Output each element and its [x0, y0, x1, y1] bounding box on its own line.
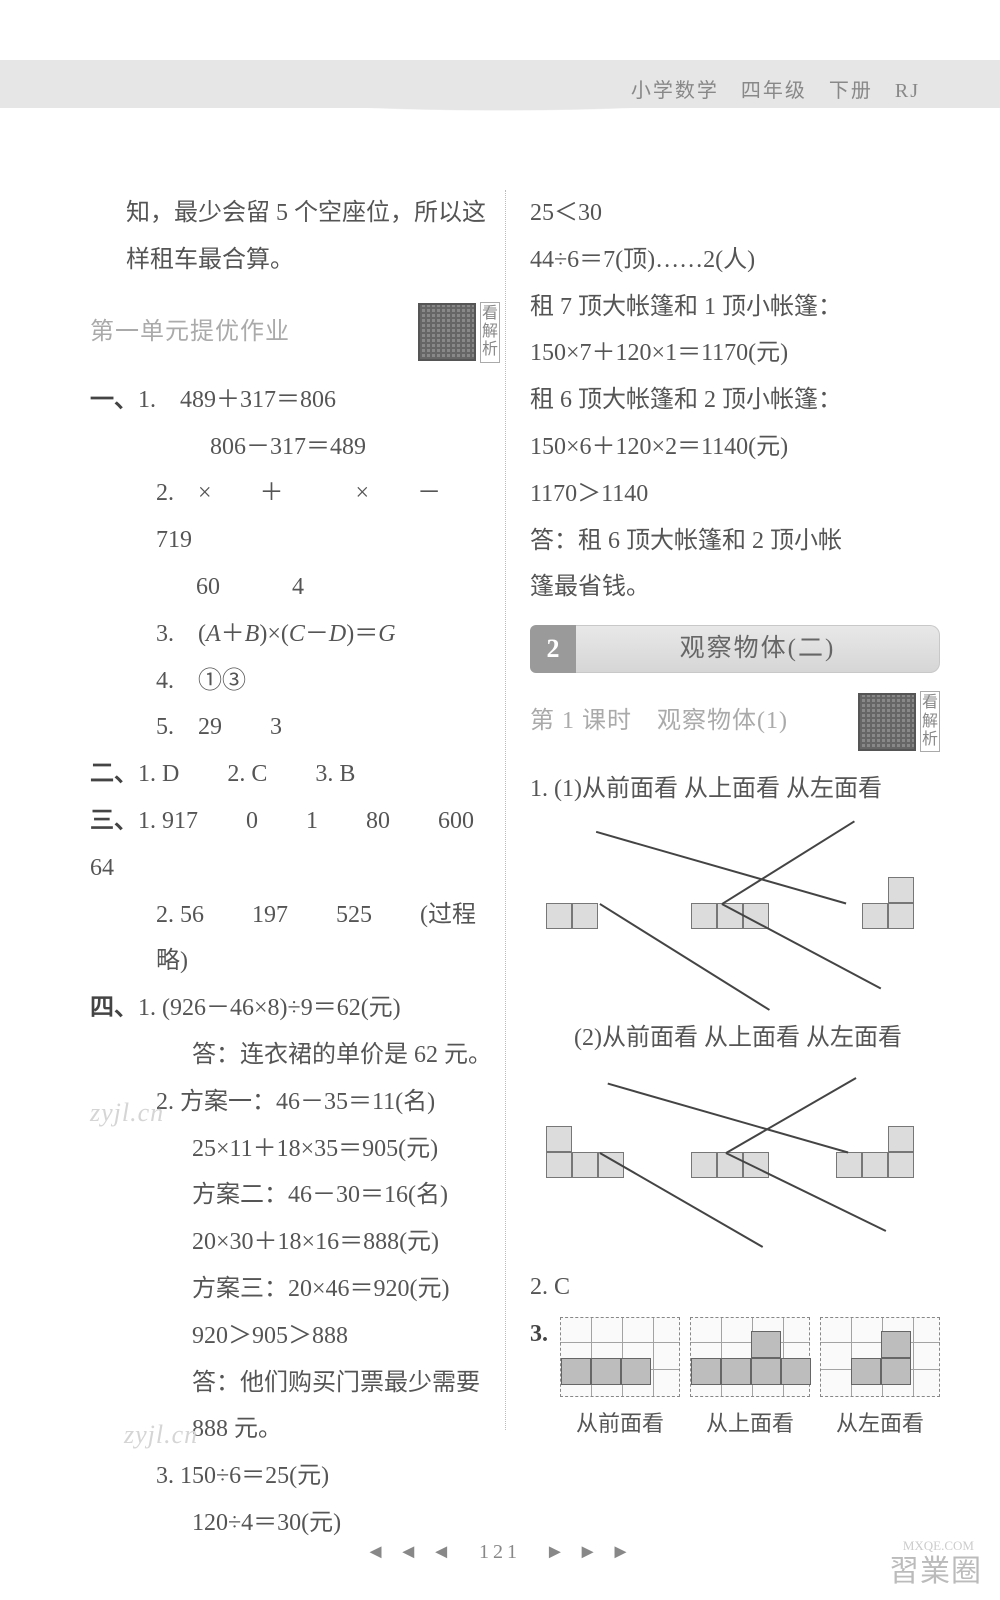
answer-line: 方案三：20×46＝920(元)	[90, 1266, 500, 1313]
qr-block: 看解析	[858, 691, 940, 752]
right-column: 25＜30 44÷6＝7(顶)……2(人) 租 7 顶大帐篷和 1 顶小帐篷： …	[530, 190, 940, 1446]
shape-row	[530, 1126, 930, 1178]
answer-line: 篷最省钱。	[530, 564, 940, 611]
watermark-text: zyjl.cn	[90, 1098, 164, 1128]
answer-line: 2. 56 197 525 (过程略)	[90, 892, 500, 986]
qr-label: 看解析	[920, 691, 940, 752]
page-footer: ◄ ◄ ◄ 121 ► ► ►	[0, 1535, 1000, 1564]
qr-code-icon	[858, 693, 916, 751]
lesson-title: 第 1 课时 观察物体(1)	[530, 698, 788, 745]
answer-line: 60 4	[90, 564, 500, 611]
group-label: 三、	[90, 808, 138, 834]
answer-line: 四、1. (926－46×8)÷9＝62(元)	[90, 985, 500, 1032]
answer-line: 3. (A＋B)×(C－D)＝G	[90, 611, 500, 658]
question-row: 3. 从前面看从上面看从左面看	[530, 1311, 940, 1446]
answer-line: 答：租 6 顶大帐篷和 2 顶小帐	[530, 518, 940, 565]
answer-line: 租 7 顶大帐篷和 1 顶小帐篷：	[530, 284, 940, 331]
answer-line: 2. × ＋ × － 719	[90, 470, 500, 564]
answer-line: 2. C	[530, 1264, 940, 1311]
answer-line: 答：他们购买门票最少需要	[90, 1360, 500, 1407]
qr-code-icon	[418, 303, 476, 361]
unit-banner: 2 观察物体(二)	[530, 625, 940, 673]
answer-line: 一、1. 489＋317＝806	[90, 377, 500, 424]
grid-view: 从左面看	[820, 1317, 940, 1446]
grid-caption: 从左面看	[820, 1403, 940, 1446]
lesson-heading-row: 第 1 课时 观察物体(1) 看解析	[530, 691, 940, 752]
matching-diagram-1	[530, 877, 930, 1007]
answer-line: 3. 150÷6＝25(元)	[90, 1453, 500, 1500]
answer-line: 150×6＋120×2＝1140(元)	[530, 424, 940, 471]
answer-line: 25＜30	[530, 190, 940, 237]
answer-line: 答：连衣裙的单价是 62 元。	[90, 1032, 500, 1079]
shape-row	[530, 877, 930, 929]
group-label: 一、	[90, 387, 138, 413]
intro-line: 知，最少会留 5 个空座位，所以这	[90, 190, 500, 237]
grid-views: 从前面看从上面看从左面看	[560, 1317, 940, 1446]
watermark-big: 習業圈	[889, 1546, 982, 1590]
grid-caption: 从上面看	[690, 1403, 810, 1446]
grid-caption: 从前面看	[560, 1403, 680, 1446]
question-label: 3.	[530, 1311, 548, 1358]
intro-line: 样租车最合算。	[90, 237, 500, 284]
grid-view: 从上面看	[690, 1317, 810, 1446]
answer-line: 150×7＋120×1＝1170(元)	[530, 330, 940, 377]
matching-diagram-2	[530, 1126, 930, 1256]
question-label: 1. (1)从前面看 从上面看 从左面看	[530, 766, 940, 813]
shape	[546, 1126, 624, 1178]
question-label: (2)从前面看 从上面看 从左面看	[530, 1015, 940, 1062]
answer-text: 1. (926－46×8)÷9＝62(元)	[138, 995, 401, 1021]
answer-line: 920＞905＞888	[90, 1313, 500, 1360]
header-text: 小学数学 四年级 下册 RJ	[631, 74, 920, 103]
left-column: 知，最少会留 5 个空座位，所以这 样租车最合算。 第一单元提优作业 看解析 一…	[90, 190, 500, 1547]
grid-view: 从前面看	[560, 1317, 680, 1446]
shape	[862, 877, 914, 929]
unit-title: 观察物体(二)	[576, 625, 940, 673]
answer-line: 806－317＝489	[90, 424, 500, 471]
answer-line: 三、1. 917 0 1 80 600 64	[90, 798, 500, 892]
group-label: 二、	[90, 761, 138, 787]
qr-block: 看解析	[418, 302, 500, 363]
unit-number-badge: 2	[530, 625, 576, 673]
watermark-text: zyjl.cn	[124, 1420, 198, 1450]
answer-line: 20×30＋18×16＝888(元)	[90, 1219, 500, 1266]
group-label: 四、	[90, 995, 138, 1021]
answer-line: 二、1. D 2. C 3. B	[90, 751, 500, 798]
answer-line: 租 6 顶大帐篷和 2 顶小帐篷：	[530, 377, 940, 424]
answer-line: 1170＞1140	[530, 471, 940, 518]
answer-line: 25×11＋18×35＝905(元)	[90, 1126, 500, 1173]
answer-line: 方案二：46－30＝16(名)	[90, 1172, 500, 1219]
answer-text: 1. 917 0 1 80 600 64	[90, 808, 522, 881]
answer-text: 1. 489＋317＝806	[138, 387, 336, 413]
answer-text: 1. D 2. C 3. B	[138, 761, 355, 787]
answer-line: 4. ①③	[90, 658, 500, 705]
qr-label: 看解析	[480, 302, 500, 363]
shape	[546, 903, 598, 929]
answer-line: 44÷6＝7(顶)……2(人)	[530, 237, 940, 284]
section-title: 第一单元提优作业	[90, 309, 290, 356]
section-heading-row: 第一单元提优作业 看解析	[90, 302, 500, 363]
answer-line: 5. 29 3	[90, 704, 500, 751]
